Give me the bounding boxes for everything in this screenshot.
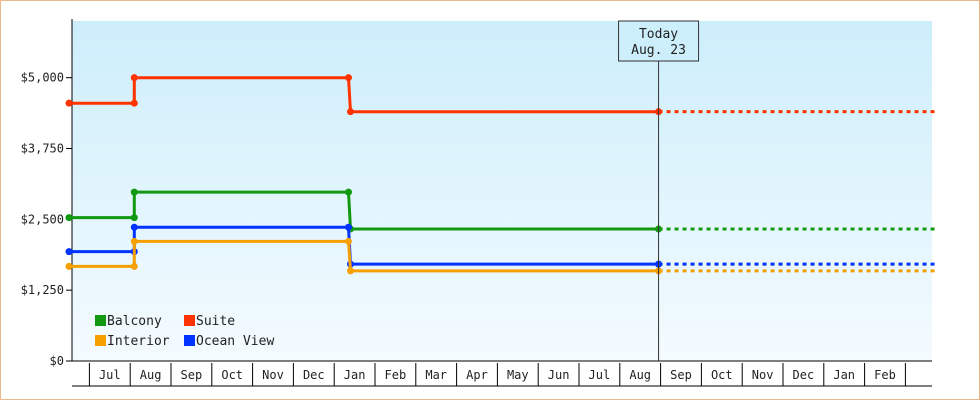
series-line <box>69 239 659 273</box>
y-tick-label: $0 <box>50 354 64 368</box>
data-point <box>347 267 355 275</box>
today-label: Today <box>639 27 678 42</box>
x-tick-label: Sep <box>670 368 692 382</box>
x-tick-label: Jul <box>99 368 121 382</box>
data-point <box>130 99 138 107</box>
legend-label: Suite <box>196 314 235 329</box>
x-tick-label: Sep <box>181 368 203 382</box>
data-point <box>130 214 138 222</box>
data-point <box>344 74 352 82</box>
y-tick-label: $2,500 <box>21 212 64 226</box>
y-tick-label: $3,750 <box>21 142 64 156</box>
x-tick-label: Feb <box>385 368 407 382</box>
data-point <box>344 188 352 196</box>
x-tick-label: Dec <box>793 368 815 382</box>
x-tick-label: Aug <box>629 368 651 382</box>
series-line <box>69 225 659 266</box>
series-line <box>69 76 659 114</box>
data-point <box>65 214 73 222</box>
data-point <box>344 223 352 231</box>
x-tick-label: Jan <box>344 368 366 382</box>
x-tick-label: Mar <box>425 368 447 382</box>
legend-swatch <box>95 315 106 326</box>
legend-label: Interior <box>107 334 170 349</box>
data-point <box>65 248 73 256</box>
data-point <box>65 262 73 270</box>
x-tick-label: Dec <box>303 368 325 382</box>
x-tick-label: Jul <box>589 368 611 382</box>
legend-swatch <box>184 335 195 346</box>
data-point <box>130 74 138 82</box>
series-line <box>69 190 659 231</box>
data-point <box>130 188 138 196</box>
data-point <box>347 108 355 116</box>
x-tick-label: Oct <box>711 368 733 382</box>
data-point <box>130 237 138 245</box>
data-point <box>65 99 73 107</box>
today-callout-box <box>618 20 700 62</box>
legend-label: Balcony <box>107 314 162 329</box>
x-tick-label: Oct <box>221 368 243 382</box>
x-tick-label: Jan <box>833 368 855 382</box>
x-tick-label: Apr <box>466 368 488 382</box>
x-tick-label: Nov <box>262 368 284 382</box>
data-point <box>344 237 352 245</box>
data-point <box>130 262 138 270</box>
x-tick-label: Feb <box>874 368 896 382</box>
legend-swatch <box>184 315 195 326</box>
data-point <box>130 223 138 231</box>
y-tick-label: $5,000 <box>21 71 64 85</box>
legend-label: Ocean View <box>196 334 274 349</box>
x-tick-label: May <box>507 368 529 382</box>
legend-swatch <box>95 335 106 346</box>
x-tick-label: Aug <box>140 368 162 382</box>
x-tick-label: Nov <box>752 368 774 382</box>
x-tick-label: Jun <box>548 368 570 382</box>
y-tick-label: $1,250 <box>21 283 64 297</box>
today-date: Aug. 23 <box>631 43 686 58</box>
